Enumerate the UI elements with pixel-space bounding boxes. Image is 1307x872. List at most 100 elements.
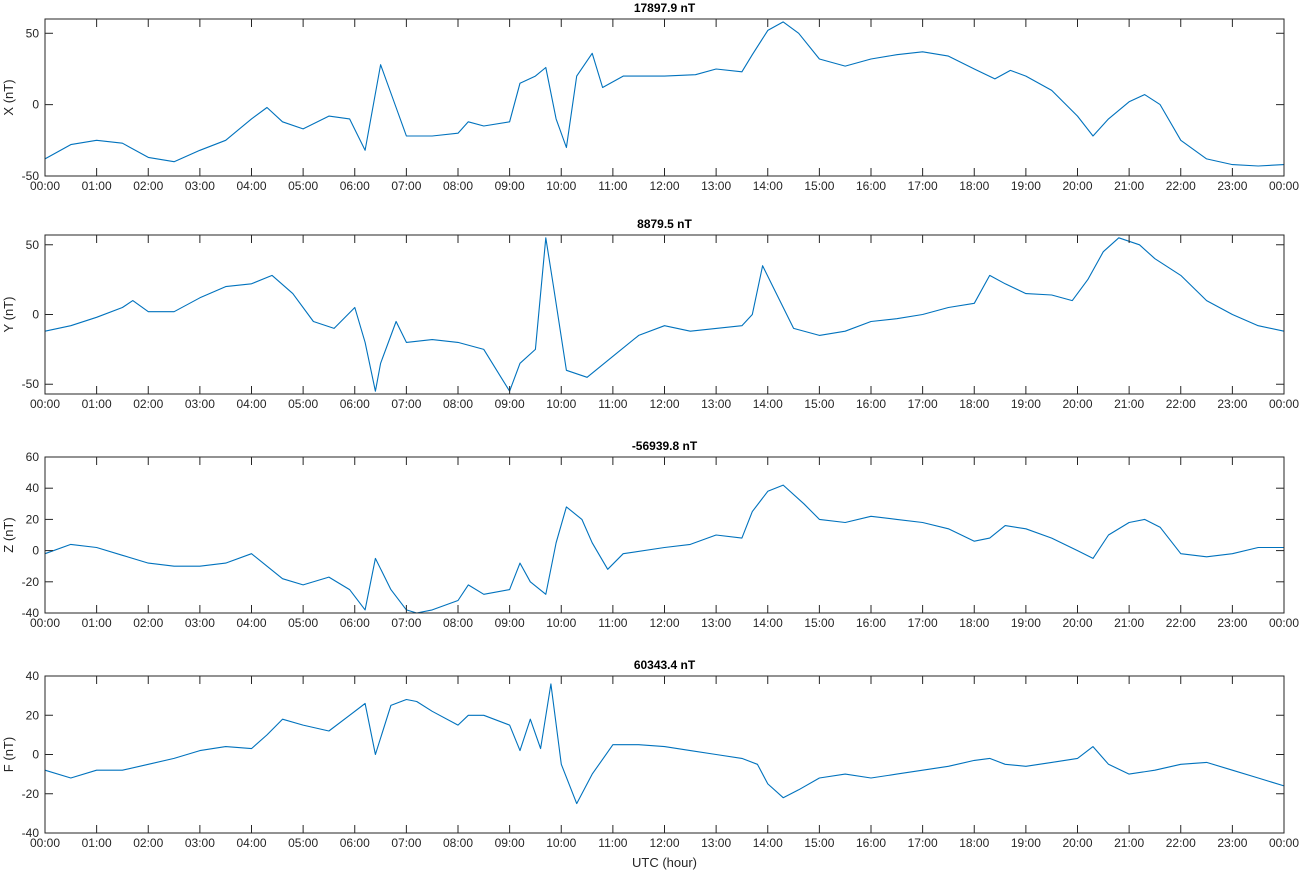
x-tick-label: 04:00	[236, 179, 266, 193]
x-tick-label: 07:00	[391, 836, 421, 850]
x-tick-label: 06:00	[340, 836, 370, 850]
x-tick-label: 09:00	[495, 616, 525, 630]
plot-frame	[44, 18, 1285, 177]
x-tick-label: 05:00	[288, 179, 318, 193]
x-tick-label: 09:00	[495, 179, 525, 193]
chart-panel-3: 00:00 01:00 02:00 03:00 04:00 05:00 06:00 07:00…	[1, 439, 1299, 630]
chart-title: 8879.5 nT	[637, 217, 692, 231]
x-tick-label: 06:00	[340, 616, 370, 630]
x-tick-label: 13:00	[701, 836, 731, 850]
x-tick-label: 17:00	[908, 616, 938, 630]
x-tick-label: 05:00	[288, 397, 318, 411]
x-tick-label: 13:00	[701, 179, 731, 193]
series-line	[44, 484, 1284, 614]
x-tick-label: 19:00	[1011, 616, 1041, 630]
x-tick-label: 20:00	[1062, 616, 1092, 630]
x-tick-label: 15:00	[804, 836, 834, 850]
x-tick-label: 03:00	[185, 616, 215, 630]
x-tick-label: 21:00	[1114, 616, 1144, 630]
y-tick-label: 20	[26, 512, 40, 526]
x-tick-label: 18:00	[959, 616, 989, 630]
y-axis-label: X (nT)	[1, 79, 16, 115]
x-tick-label: 04:00	[236, 616, 266, 630]
x-tick-label: 09:00	[495, 836, 525, 850]
x-tick-label: 19:00	[1011, 179, 1041, 193]
x-tick-label: 19:00	[1011, 836, 1041, 850]
y-axis-label: Y (nT)	[1, 297, 16, 333]
x-tick-label: 15:00	[804, 616, 834, 630]
x-tick-label: 17:00	[908, 179, 938, 193]
y-tick-label: 50	[26, 238, 40, 252]
y-tick-label: -50	[22, 169, 40, 183]
x-tick-label: 03:00	[185, 179, 215, 193]
y-tick-label: 40	[26, 669, 40, 683]
x-tick-label: 05:00	[288, 836, 318, 850]
x-tick-label: 16:00	[856, 397, 886, 411]
series-line	[44, 683, 1285, 805]
y-tick-label: 50	[26, 26, 40, 40]
x-tick-label: 23:00	[1217, 397, 1247, 411]
x-tick-label: 23:00	[1217, 836, 1247, 850]
x-tick-label: 03:00	[185, 397, 215, 411]
y-tick-label: -50	[22, 377, 40, 391]
x-tick-label: 17:00	[908, 836, 938, 850]
x-tick-label: 17:00	[908, 397, 938, 411]
x-tick-label: 08:00	[443, 836, 473, 850]
y-tick-label: 0	[32, 748, 39, 762]
x-tick-label: 10:00	[546, 397, 576, 411]
series-line	[44, 21, 1285, 167]
x-tick-label: 12:00	[649, 397, 679, 411]
y-tick-label: 0	[32, 98, 39, 112]
x-tick-label: 11:00	[598, 179, 627, 193]
x-tick-label: 04:00	[236, 397, 266, 411]
y-axis-label: F (nT)	[1, 737, 16, 772]
x-tick-label: 00:00	[1269, 616, 1299, 630]
x-tick-label: 14:00	[753, 397, 783, 411]
x-tick-label: 10:00	[546, 616, 576, 630]
x-tick-label: 01:00	[82, 616, 112, 630]
y-tick-label: -20	[22, 787, 40, 801]
x-tick-label: 18:00	[959, 836, 989, 850]
x-tick-label: 20:00	[1062, 179, 1092, 193]
x-tick-label: 01:00	[82, 836, 112, 850]
x-tick-label: 22:00	[1166, 616, 1196, 630]
x-tick-label: 21:00	[1114, 179, 1144, 193]
x-tick-label: 14:00	[753, 836, 783, 850]
chart-panel-4: 00:00 01:00 02:00 03:00 04:00 05:00 06:00 07:00…	[1, 658, 1299, 870]
x-tick-label: 06:00	[340, 397, 370, 411]
x-tick-label: 06:00	[340, 179, 370, 193]
x-tick-label: 11:00	[598, 836, 627, 850]
y-axis-label: Z (nT)	[1, 517, 16, 552]
x-tick-label: 10:00	[546, 836, 576, 850]
x-tick-label: 00:00	[30, 397, 60, 411]
x-tick-label: 08:00	[443, 179, 473, 193]
x-tick-label: 00:00	[1269, 397, 1299, 411]
chart-title: -56939.8 nT	[632, 439, 698, 453]
x-tick-label: 00:00	[30, 616, 60, 630]
x-tick-label: 13:00	[701, 616, 731, 630]
x-tick-label: 18:00	[959, 397, 989, 411]
x-tick-label: 12:00	[649, 616, 679, 630]
x-tick-label: 23:00	[1217, 179, 1247, 193]
x-tick-label: 14:00	[753, 616, 783, 630]
x-tick-label: 20:00	[1062, 397, 1092, 411]
x-tick-label: 07:00	[391, 179, 421, 193]
x-tick-label: 05:00	[288, 616, 318, 630]
x-tick-label: 16:00	[856, 616, 886, 630]
y-tick-label: -20	[22, 575, 40, 589]
x-tick-label: 02:00	[133, 397, 163, 411]
x-tick-label: 13:00	[701, 397, 731, 411]
x-tick-label: 12:00	[649, 179, 679, 193]
x-tick-label: 07:00	[391, 616, 421, 630]
chart-title: 17897.9 nT	[634, 1, 696, 15]
x-tick-label: 09:00	[495, 397, 525, 411]
chart-panel-1: 00:00 01:00 02:00 03:00 04:00 05:00 06:00 07:00…	[1, 1, 1299, 193]
x-tick-label: 15:00	[804, 397, 834, 411]
x-tick-label: 00:00	[30, 836, 60, 850]
y-tick-label: 60	[26, 450, 40, 464]
x-tick-label: 00:00	[30, 179, 60, 193]
x-tick-label: 11:00	[598, 616, 627, 630]
x-tick-label: 16:00	[856, 836, 886, 850]
plot-frame	[44, 675, 1285, 834]
